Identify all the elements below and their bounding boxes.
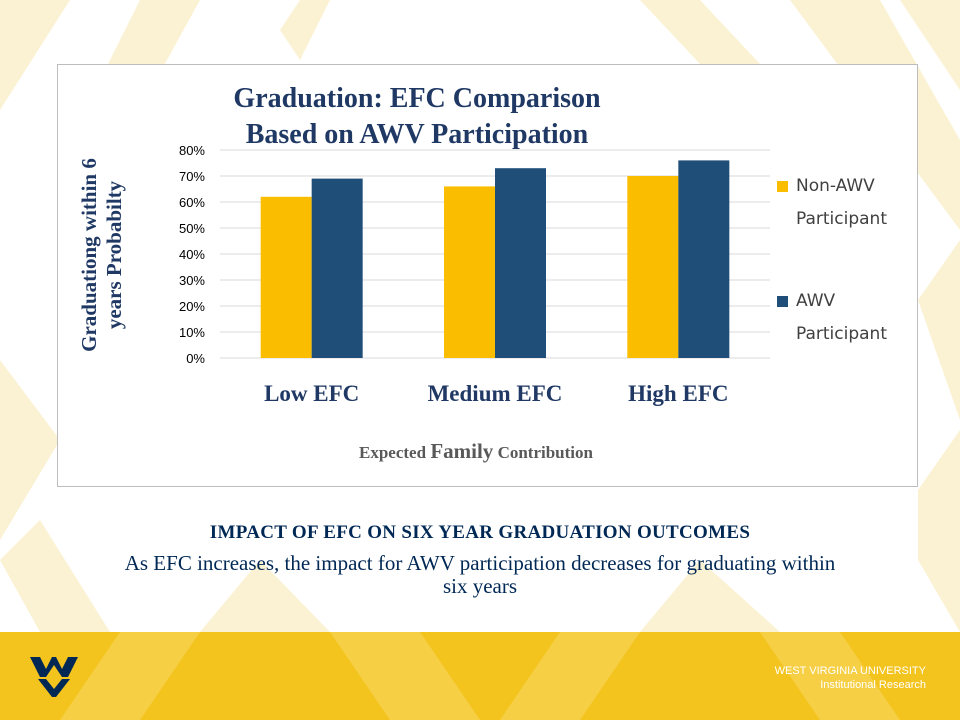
x-tick-label: High EFC <box>628 381 728 406</box>
caption-title: IMPACT OF EFC ON SIX YEAR GRADUATION OUT… <box>209 522 751 543</box>
legend-label-line: Participant <box>796 324 887 344</box>
university-name: WEST VIRGINIA UNIVERSITY <box>774 665 926 677</box>
y-tick-label: 70% <box>179 169 205 184</box>
y-tick-label: 20% <box>179 299 205 314</box>
caption-body: As EFC increases, the impact for AWV par… <box>124 551 836 598</box>
legend: Non-AWV Participant AWV Participant <box>777 176 887 344</box>
x-ticks: Low EFC Medium EFC High EFC <box>264 381 728 406</box>
department-name: Institutional Research <box>820 679 926 691</box>
bar <box>311 178 363 358</box>
wv-flying-logo-icon <box>30 657 78 697</box>
x-axis-label: Expected Family Contribution <box>359 439 594 463</box>
footer-bar <box>0 632 960 720</box>
y-tick-label: 10% <box>179 325 205 340</box>
y-tick-label: 40% <box>179 247 205 262</box>
chart-title: Graduation: EFC Comparison Based on AWV P… <box>233 83 601 150</box>
chart-title-line: Graduation: EFC Comparison <box>233 83 601 114</box>
footer-text: WEST VIRGINIA UNIVERSITY Institutional R… <box>775 664 926 692</box>
y-axis-label-line: Graduationg within 6 <box>77 158 101 352</box>
x-axis-label-part: Family <box>430 439 493 463</box>
bar <box>627 176 679 358</box>
x-axis-label-part: Contribution <box>493 443 593 462</box>
y-axis-label-text: Graduationg within 6years Probabilty <box>77 158 126 352</box>
y-tick-label: 50% <box>179 221 205 236</box>
legend-label-line: Non-AWV <box>796 176 875 196</box>
footer-pattern <box>60 632 900 720</box>
y-axis-label-line: years Probabilty <box>102 180 126 329</box>
y-tick-label: 60% <box>179 195 205 210</box>
x-axis-label-text: Expected Family Contribution <box>359 439 594 463</box>
legend-label: Non-AWV Participant <box>796 176 887 229</box>
bar-chart: Graduation: EFC Comparison Based on AWV P… <box>77 83 887 463</box>
legend-swatch <box>777 296 788 307</box>
legend-swatch <box>777 181 788 192</box>
y-tick-label: 0% <box>186 351 205 366</box>
x-axis-label-part: Expected <box>359 443 430 462</box>
y-axis-label: Graduationg within 6years Probabilty <box>77 158 126 352</box>
x-tick-label: Medium EFC <box>428 381 563 406</box>
bar <box>260 196 312 358</box>
legend-label-line: Participant <box>796 209 887 229</box>
legend-label: AWV Participant <box>796 291 887 344</box>
chart-container: Graduation: EFC Comparison Based on AWV P… <box>57 64 918 487</box>
bar <box>678 160 730 358</box>
legend-label-line: AWV <box>796 291 836 311</box>
y-ticks: 0% 10% 20% 30% 40% 50% 60% 70% 80% <box>179 143 205 366</box>
x-tick-label: Low EFC <box>264 381 359 406</box>
y-tick-label: 80% <box>179 143 205 158</box>
bar <box>495 168 546 358</box>
y-tick-label: 30% <box>179 273 205 288</box>
bars <box>260 160 730 358</box>
chart-title-line: Based on AWV Participation <box>246 119 589 150</box>
bar <box>444 186 495 358</box>
